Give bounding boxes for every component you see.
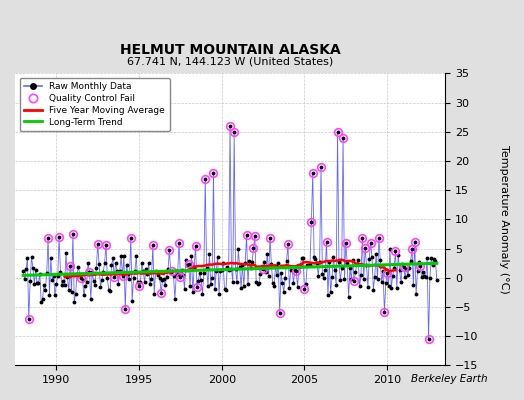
Text: 67.741 N, 144.123 W (United States): 67.741 N, 144.123 W (United States): [127, 56, 333, 66]
Y-axis label: Temperature Anomaly (°C): Temperature Anomaly (°C): [499, 145, 509, 294]
Text: Berkeley Earth: Berkeley Earth: [411, 374, 487, 384]
Title: HELMUT MOUNTAIN ALASKA: HELMUT MOUNTAIN ALASKA: [119, 43, 341, 57]
Legend: Raw Monthly Data, Quality Control Fail, Five Year Moving Average, Long-Term Tren: Raw Monthly Data, Quality Control Fail, …: [19, 78, 170, 131]
